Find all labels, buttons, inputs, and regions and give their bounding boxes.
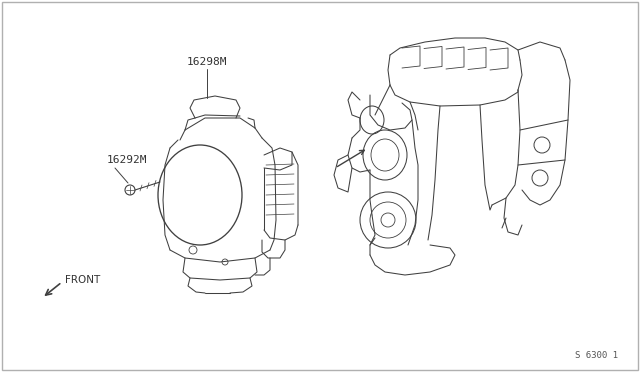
Text: S 6300 1: S 6300 1 xyxy=(575,350,618,359)
Text: 16298M: 16298M xyxy=(187,57,227,67)
Text: FRONT: FRONT xyxy=(65,275,100,285)
Text: 16292M: 16292M xyxy=(107,155,147,165)
